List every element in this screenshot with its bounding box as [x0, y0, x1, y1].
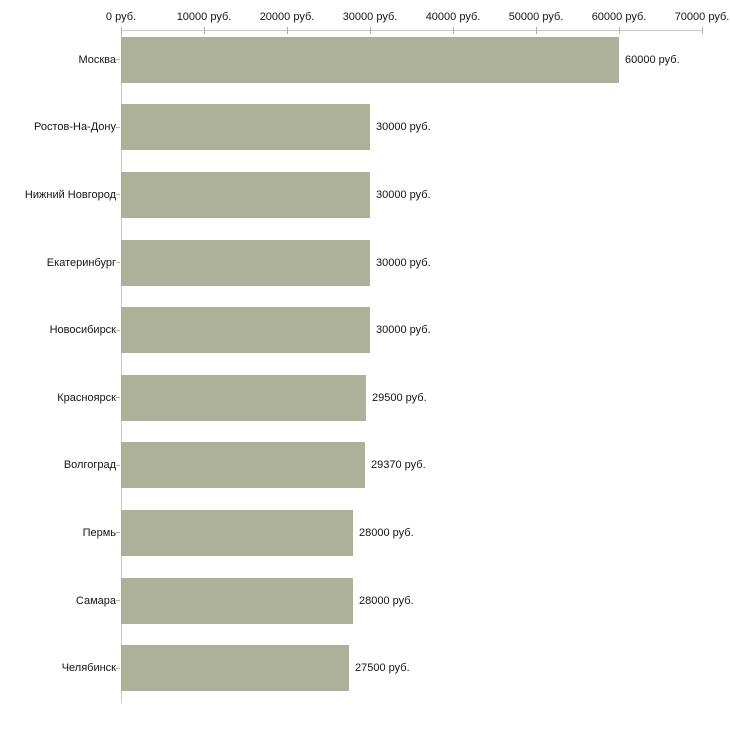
y-tick-mark — [116, 126, 120, 128]
category-label: Волгоград — [63, 459, 116, 472]
bar — [121, 645, 349, 692]
bar-row: Самара 28000 руб. — [0, 567, 730, 635]
bar-row: Ростов-На-Дону 30000 руб. — [0, 94, 730, 162]
category-label: Ростов-На-Дону — [33, 121, 116, 134]
y-tick-mark — [116, 600, 120, 602]
y-tick-mark — [116, 59, 120, 61]
x-tick-label: 30000 руб. — [342, 11, 398, 23]
bar — [121, 577, 353, 624]
y-tick-mark — [116, 464, 120, 466]
value-label: 28000 руб. — [359, 526, 414, 539]
value-label: 30000 руб. — [376, 324, 431, 337]
x-axis-line — [121, 30, 703, 31]
x-tick-mark — [619, 27, 620, 34]
y-axis-line — [121, 30, 122, 703]
category-label: Самара — [75, 594, 116, 607]
category-label: Москва — [78, 53, 116, 66]
value-label: 30000 руб. — [376, 256, 431, 269]
bar — [121, 104, 370, 151]
y-tick-mark — [116, 532, 120, 534]
bar-row: Волгоград 29370 руб. — [0, 432, 730, 500]
x-tick-label: 20000 руб. — [259, 11, 315, 23]
category-label: Екатеринбург — [46, 256, 116, 269]
bar — [121, 239, 370, 286]
x-tick-mark — [204, 27, 205, 34]
x-tick-mark — [702, 27, 703, 34]
y-tick-mark — [116, 262, 120, 264]
bar — [121, 171, 370, 218]
bar-row: Нижний Новгород 30000 руб. — [0, 161, 730, 229]
x-tick-label: 0 руб. — [105, 11, 137, 23]
bar — [121, 509, 353, 556]
y-tick-mark — [116, 194, 120, 196]
value-label: 30000 руб. — [376, 121, 431, 134]
x-tick-mark — [121, 27, 122, 34]
category-label: Новосибирск — [49, 324, 116, 337]
bar-row: Екатеринбург 30000 руб. — [0, 229, 730, 297]
bar-row: Новосибирск 30000 руб. — [0, 296, 730, 364]
x-tick-mark — [370, 27, 371, 34]
bar-row: Москва 60000 руб. — [0, 26, 730, 94]
bar-rows: Москва 60000 руб. Ростов-На-Дону 30000 руб.… — [0, 26, 730, 702]
x-tick-mark — [287, 27, 288, 34]
category-label: Нижний Новгород — [24, 188, 116, 201]
value-label: 28000 руб. — [359, 594, 414, 607]
x-tick-label: 10000 руб. — [176, 11, 232, 23]
y-tick-mark — [116, 667, 120, 669]
category-label: Челябинск — [61, 662, 116, 675]
value-label: 60000 руб. — [625, 53, 680, 66]
value-label: 29370 руб. — [371, 459, 426, 472]
category-label: Пермь — [82, 526, 116, 539]
x-tick-label: 50000 руб. — [508, 11, 564, 23]
value-label: 30000 руб. — [376, 188, 431, 201]
bar — [121, 36, 619, 83]
x-tick-label: 70000 руб. — [674, 11, 730, 23]
x-tick-label: 40000 руб. — [425, 11, 481, 23]
y-tick-mark — [116, 329, 120, 331]
y-tick-mark — [116, 397, 120, 399]
bar-row: Пермь 28000 руб. — [0, 499, 730, 567]
bar — [121, 307, 370, 354]
value-label: 29500 руб. — [372, 391, 427, 404]
bar-row: Красноярск 29500 руб. — [0, 364, 730, 432]
x-tick-mark — [453, 27, 454, 34]
bar — [121, 374, 366, 421]
bar — [121, 442, 365, 489]
category-label: Красноярск — [57, 391, 116, 404]
value-label: 27500 руб. — [355, 662, 410, 675]
x-tick-mark — [536, 27, 537, 34]
bar-row: Челябинск 27500 руб. — [0, 634, 730, 702]
x-tick-label: 60000 руб. — [591, 11, 647, 23]
